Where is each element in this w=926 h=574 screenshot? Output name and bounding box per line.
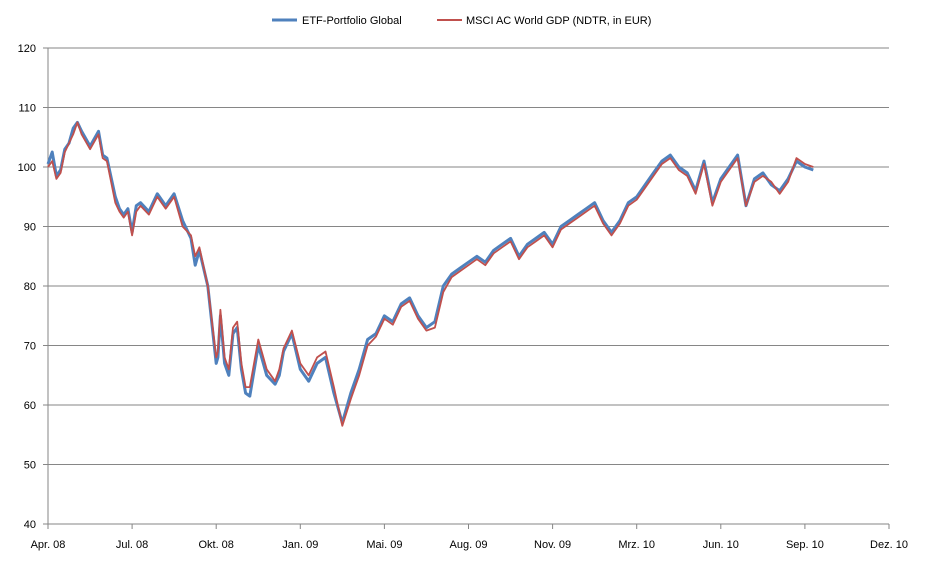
y-tick-label: 80 — [24, 281, 36, 293]
y-tick-label: 60 — [24, 400, 36, 412]
y-tick-label: 100 — [18, 162, 36, 174]
x-tick-label: Aug. 09 — [450, 539, 488, 551]
y-axis-tick-labels: 40 50 60 70 80 90 100 110 120 — [18, 43, 36, 531]
series-lines — [46, 120, 814, 427]
legend: ETF-Portfolio Global MSCI AC World GDP (N… — [272, 15, 651, 27]
legend-label: MSCI AC World GDP (NDTR, in EUR) — [466, 15, 651, 27]
x-tick-label: Apr. 08 — [31, 539, 66, 551]
x-tick-label: Mai. 09 — [366, 539, 402, 551]
y-tick-label: 110 — [18, 103, 36, 115]
axes — [43, 47, 890, 529]
y-tick-label: 40 — [24, 519, 36, 531]
y-tick-label: 120 — [18, 43, 36, 55]
gridlines — [48, 47, 889, 465]
x-tick-label: Mrz. 10 — [618, 539, 655, 551]
x-tick-label: Nov. 09 — [534, 539, 571, 551]
x-tick-label: Dez. 10 — [870, 539, 908, 551]
series-line-etf-portfolio — [46, 120, 814, 425]
x-axis-tick-labels: Apr. 08 Jul. 08 Okt. 08 Jan. 09 Mai. 09 Aug. … — [31, 539, 908, 551]
x-tick-label: Okt. 08 — [198, 539, 233, 551]
x-tick-label: Jan. 09 — [282, 539, 318, 551]
x-tick-label: Sep. 10 — [786, 539, 824, 551]
x-tick-label: Jul. 08 — [116, 539, 148, 551]
series-line-msci-acwi — [47, 121, 814, 427]
legend-label: ETF-Portfolio Global — [302, 15, 402, 27]
y-tick-label: 50 — [24, 460, 36, 472]
x-tick-label: Jun. 10 — [703, 539, 739, 551]
y-tick-label: 90 — [24, 222, 36, 234]
y-tick-label: 70 — [24, 341, 36, 353]
